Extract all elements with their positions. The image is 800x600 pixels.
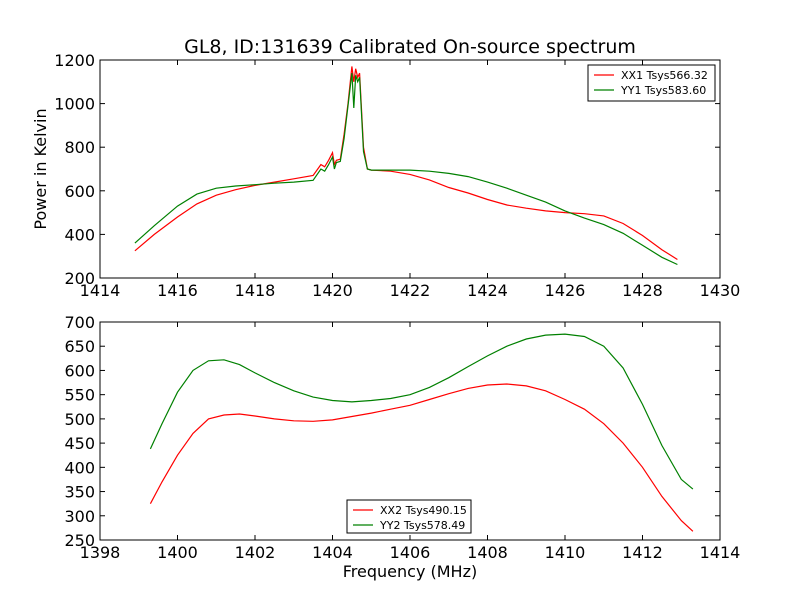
x-tick-label: 1404 [312,543,353,562]
y-tick-label: 1200 [54,51,95,70]
y-tick-label: 400 [64,225,95,244]
x-tick-label: 1424 [467,281,508,300]
y-axis-label: Power in Kelvin [31,108,50,229]
legend-label: YY1 Tsys583.60 [620,84,706,97]
legend-label: YY2 Tsys578.49 [379,519,465,532]
x-tick-label: 1410 [545,543,586,562]
legend: XX1 Tsys566.32 YY1 Tsys583.60 [587,64,716,102]
x-tick-label: 1400 [157,543,198,562]
y-tick-label: 400 [64,458,95,477]
series-line-yy1 [134,73,678,266]
x-tick-label: 1408 [467,543,508,562]
x-tick-label: 1414 [700,543,741,562]
x-tick-label: 1406 [390,543,431,562]
y-tick-label: 500 [64,410,95,429]
series-line-xx2 [149,383,694,532]
y-tick-label: 250 [64,531,95,550]
y-tick-label: 600 [64,182,95,201]
x-tick-label: 1420 [312,281,353,300]
legend: XX2 Tsys490.15 YY2 Tsys578.49 [346,499,472,534]
legend-label: XX1 Tsys566.32 [621,69,708,82]
y-tick-label: 700 [64,313,95,332]
series-line-yy2 [149,333,694,490]
x-tick-label: 1416 [157,281,198,300]
upper-plot-xx1-yy1: 1414 1416 1418 1420 1422 1424 1426 1428 1430 200 4… [31,51,740,300]
y-tick-label: 800 [64,138,95,157]
x-axis-label: Frequency (MHz) [343,562,477,581]
x-tick-label: 1412 [622,543,663,562]
y-tick-label: 650 [64,337,95,356]
x-tick-label: 1428 [622,281,663,300]
x-tick-label: 1422 [390,281,431,300]
y-tick-label: 600 [64,361,95,380]
legend-label: XX2 Tsys490.15 [380,504,467,517]
x-tick-label: 1426 [545,281,586,300]
x-tick-label: 1430 [700,281,741,300]
y-tick-label: 450 [64,434,95,453]
figure-title: GL8, ID:131639 Calibrated On-source spec… [184,36,636,58]
y-tick-label: 300 [64,507,95,526]
series-line-xx1 [134,66,678,261]
lower-plot-xx2-yy2: 1398 1400 1402 1404 1406 1408 1410 1412 1414 250 3… [64,313,740,581]
y-tick-label: 350 [64,483,95,502]
legend-box [587,64,716,102]
x-tick-label: 1418 [235,281,276,300]
legend-box [346,499,472,534]
x-tick-label: 1398 [80,543,121,562]
x-tick-label: 1414 [80,281,121,300]
y-tick-label: 1000 [54,95,95,114]
y-tick-label: 550 [64,386,95,405]
x-tick-label: 1402 [235,543,276,562]
y-tick-label: 200 [64,269,95,288]
